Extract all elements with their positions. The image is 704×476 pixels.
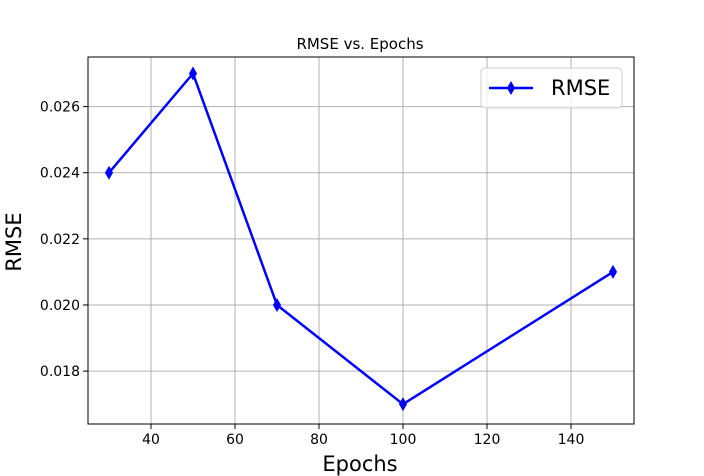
y-tick-label: 0.022 (40, 232, 80, 248)
data-point-marker (104, 165, 114, 180)
plot-frame (87, 56, 635, 425)
chart-title: RMSE vs. Epochs (296, 35, 423, 53)
legend-box (480, 67, 623, 109)
legend-series-marker (506, 81, 516, 95)
legend-series-label: RMSE (551, 76, 610, 100)
data-point-marker (272, 297, 282, 312)
data-point-marker (398, 397, 408, 412)
x-axis-label: Epochs (322, 452, 397, 476)
y-tick-label: 0.020 (40, 298, 80, 314)
data-point-marker (188, 66, 198, 81)
y-tick-label: 0.024 (40, 166, 80, 182)
series-layer (104, 66, 618, 412)
x-tick-label: 80 (310, 432, 328, 448)
y-tick-label: 0.018 (40, 364, 80, 380)
y-tick-label: 0.026 (40, 100, 80, 116)
data-point-marker (608, 264, 618, 279)
x-tick-label: 40 (142, 432, 160, 448)
axis-ticks: 40 60 80 100 120 140 0.018 0.020 0.022 0.024 0.026 (40, 100, 584, 448)
plot-area (88, 57, 634, 424)
x-tick-label: 140 (558, 432, 585, 448)
y-axis-label: RMSE (2, 212, 26, 271)
x-tick-label: 100 (390, 432, 417, 448)
legend: RMSE (480, 67, 623, 109)
x-tick-label: 120 (474, 432, 501, 448)
x-tick-label: 60 (226, 432, 244, 448)
